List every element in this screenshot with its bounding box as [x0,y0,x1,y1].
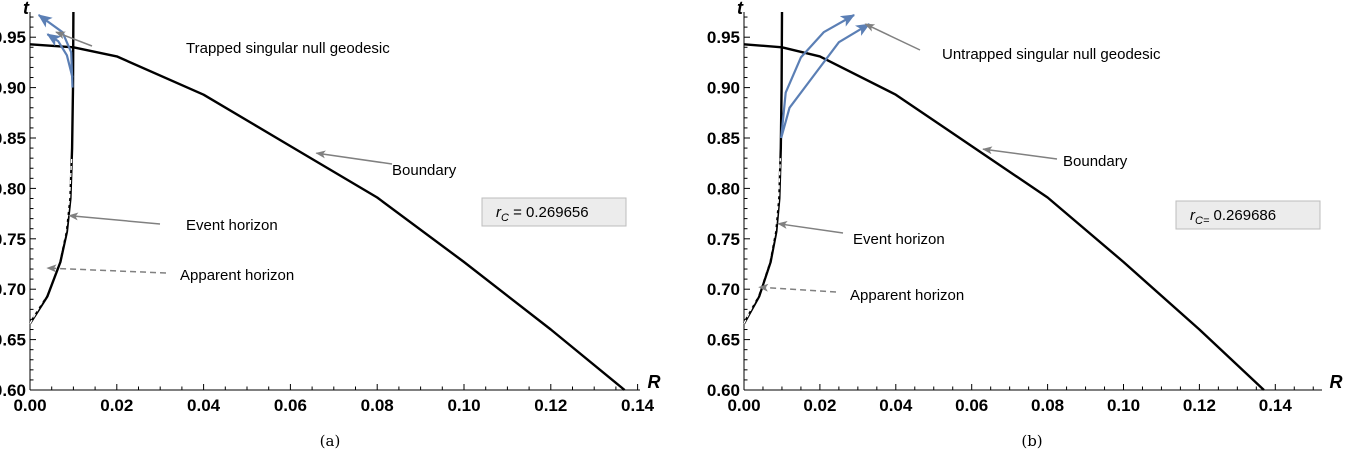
y-tick-label: 0.75 [0,230,26,249]
annotation-arrow [315,150,393,165]
series-boundary [743,43,1265,391]
y-tick-label: 0.70 [0,280,26,299]
rc-value: rC= 0.269686 [1190,207,1276,227]
y-tick-label: 0.60 [707,381,740,400]
series-geodesic-1 [37,14,74,88]
y-tick-label: 0.65 [0,331,26,350]
rc-value: rC = 0.269656 [496,204,589,224]
x-tick-label: 0.08 [1031,396,1064,415]
x-tick-label: 0.06 [274,396,307,415]
x-tick-label: 0.14 [621,396,655,415]
x-tick-label: 0.06 [955,396,988,415]
y-tick-label: 0.80 [707,179,740,198]
x-tick-label: 0.02 [803,396,836,415]
annotation-arrow [68,212,161,225]
y-tick-label: 0.85 [707,129,740,148]
y-tick-label: 0.90 [707,79,740,98]
annotation-label: Event horizon [853,231,945,248]
x-tick-label: 0.10 [447,396,480,415]
y-tick-label: 0.90 [0,79,26,98]
x-axis-name: R [648,372,661,392]
y-tick-label: 0.95 [0,28,26,47]
annotation-arrow [758,283,837,293]
annotation-arrow [777,221,844,234]
y-tick-label: 0.60 [0,381,26,400]
y-tick-label: 0.80 [0,179,26,198]
series-geodesic-2 [780,23,871,139]
annotation-label: Boundary [392,162,457,179]
annotation-arrow [55,31,93,47]
annotation-label: Apparent horizon [180,267,294,284]
y-tick-label: 0.65 [707,331,740,350]
x-tick-label: 0.00 [13,396,46,415]
y-tick-label: 0.95 [707,28,740,47]
x-tick-label: 0.10 [1107,396,1140,415]
series-geodesic-1 [780,14,855,139]
series-boundary [29,43,626,391]
x-axis-name: R [1330,372,1343,392]
chart-panel-b: 0.00 0.02 0.04 0.06 0.08 0.10 0.12 0.14 0.60 0.65… [707,0,1343,450]
panel-caption: (a) [320,432,341,450]
y-tick-label: 0.75 [707,230,740,249]
y-axis-name: t [23,0,30,18]
x-tick-label: 0.12 [1183,396,1216,415]
x-tick-label: 0.08 [361,396,394,415]
annotation-label: Boundary [1063,153,1128,170]
annotation-label: Event horizon [186,217,278,234]
series-event-horizon [742,11,784,325]
x-tick-label: 0.04 [879,396,913,415]
rc-box [481,197,627,227]
chart-panel-a: 0.00 0.02 0.04 0.06 0.08 0.10 0.12 0.14 0.60 0.65… [0,0,661,450]
annotation-arrow [864,23,921,51]
x-tick-label: 0.14 [1259,396,1293,415]
y-axis-name: t [737,0,744,18]
annotation-arrow [982,146,1058,160]
y-tick-label: 0.70 [707,280,740,299]
x-tick-label: 0.04 [187,396,221,415]
annotation-label: Apparent horizon [850,287,964,304]
x-tick-label: 0.12 [534,396,567,415]
annotation-label: Untrapped singular null geodesic [942,46,1161,63]
panel-caption: (b) [1021,432,1042,450]
annotation-label: Trapped singular null geodesic [186,40,390,57]
x-tick-label: 0.00 [727,396,760,415]
series-geodesic-2 [46,33,74,78]
annotation-arrow [46,264,167,274]
x-tick-label: 0.02 [100,396,133,415]
y-tick-label: 0.85 [0,129,26,148]
rc-box [1175,200,1321,230]
